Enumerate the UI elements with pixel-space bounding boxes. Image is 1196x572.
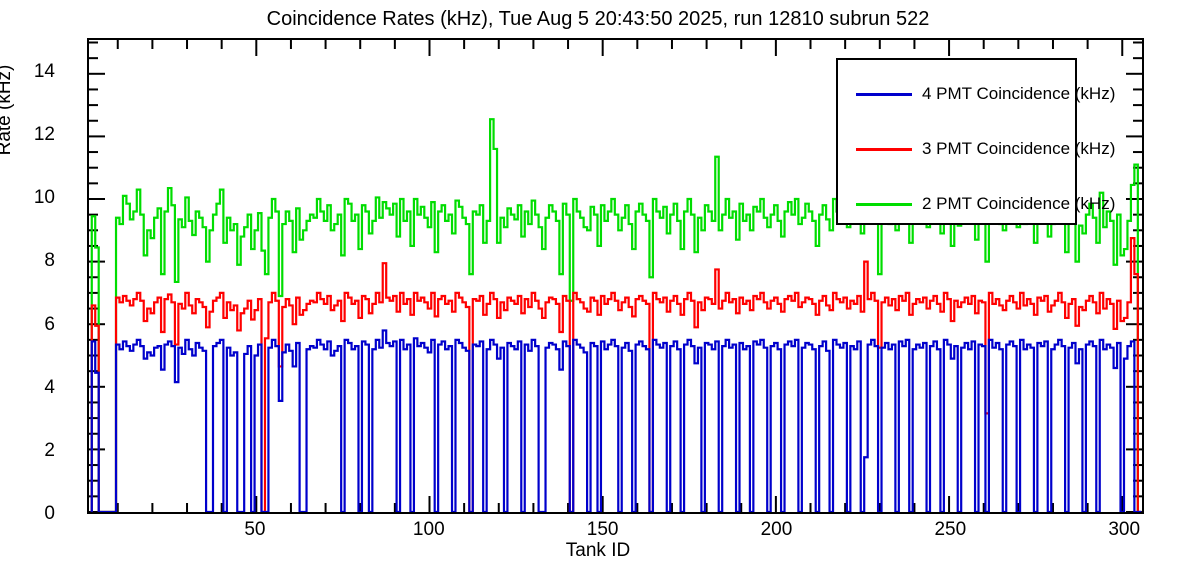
y-tick-label: 0 — [44, 503, 55, 524]
legend-entry: 2 PMT Coincidence (kHz) — [838, 194, 1115, 214]
legend-color-swatch — [856, 203, 912, 206]
legend-entry: 3 PMT Coincidence (kHz) — [838, 139, 1115, 159]
legend-label: 4 PMT Coincidence (kHz) — [922, 84, 1116, 103]
x-tick-label: 300 — [1108, 519, 1141, 540]
y-tick-label: 2 — [44, 439, 55, 461]
y-tick-label: 10 — [33, 187, 55, 209]
y-tick-label: 4 — [44, 376, 55, 398]
x-tick-label: 100 — [412, 519, 445, 540]
y-tick-label: 14 — [33, 61, 55, 83]
chart-title: Coincidence Rates (kHz), Tue Aug 5 20:43… — [266, 8, 930, 30]
y-tick-label: 8 — [44, 250, 55, 272]
legend-color-swatch — [856, 148, 912, 151]
series-line-4pmt — [92, 330, 1142, 512]
y-tick-label: 6 — [44, 313, 55, 335]
y-tick-label: 12 — [33, 124, 55, 146]
legend-label: 2 PMT Coincidence (kHz) — [922, 194, 1116, 213]
x-tick-label: 150 — [586, 519, 619, 540]
x-axis-title: Tank ID — [565, 540, 631, 561]
series-line-3pmt — [92, 238, 1142, 512]
legend-color-swatch — [856, 93, 912, 96]
legend-label: 3 PMT Coincidence (kHz) — [922, 139, 1116, 158]
legend-entry: 4 PMT Coincidence (kHz) — [838, 84, 1115, 104]
x-tick-label: 250 — [934, 519, 967, 540]
y-axis-title: Rate (kHz) — [0, 64, 15, 156]
chart-legend: 4 PMT Coincidence (kHz) 3 PMT Coincidence… — [836, 58, 1115, 225]
x-tick-label: 200 — [760, 519, 793, 540]
x-tick-label: 50 — [244, 519, 266, 540]
